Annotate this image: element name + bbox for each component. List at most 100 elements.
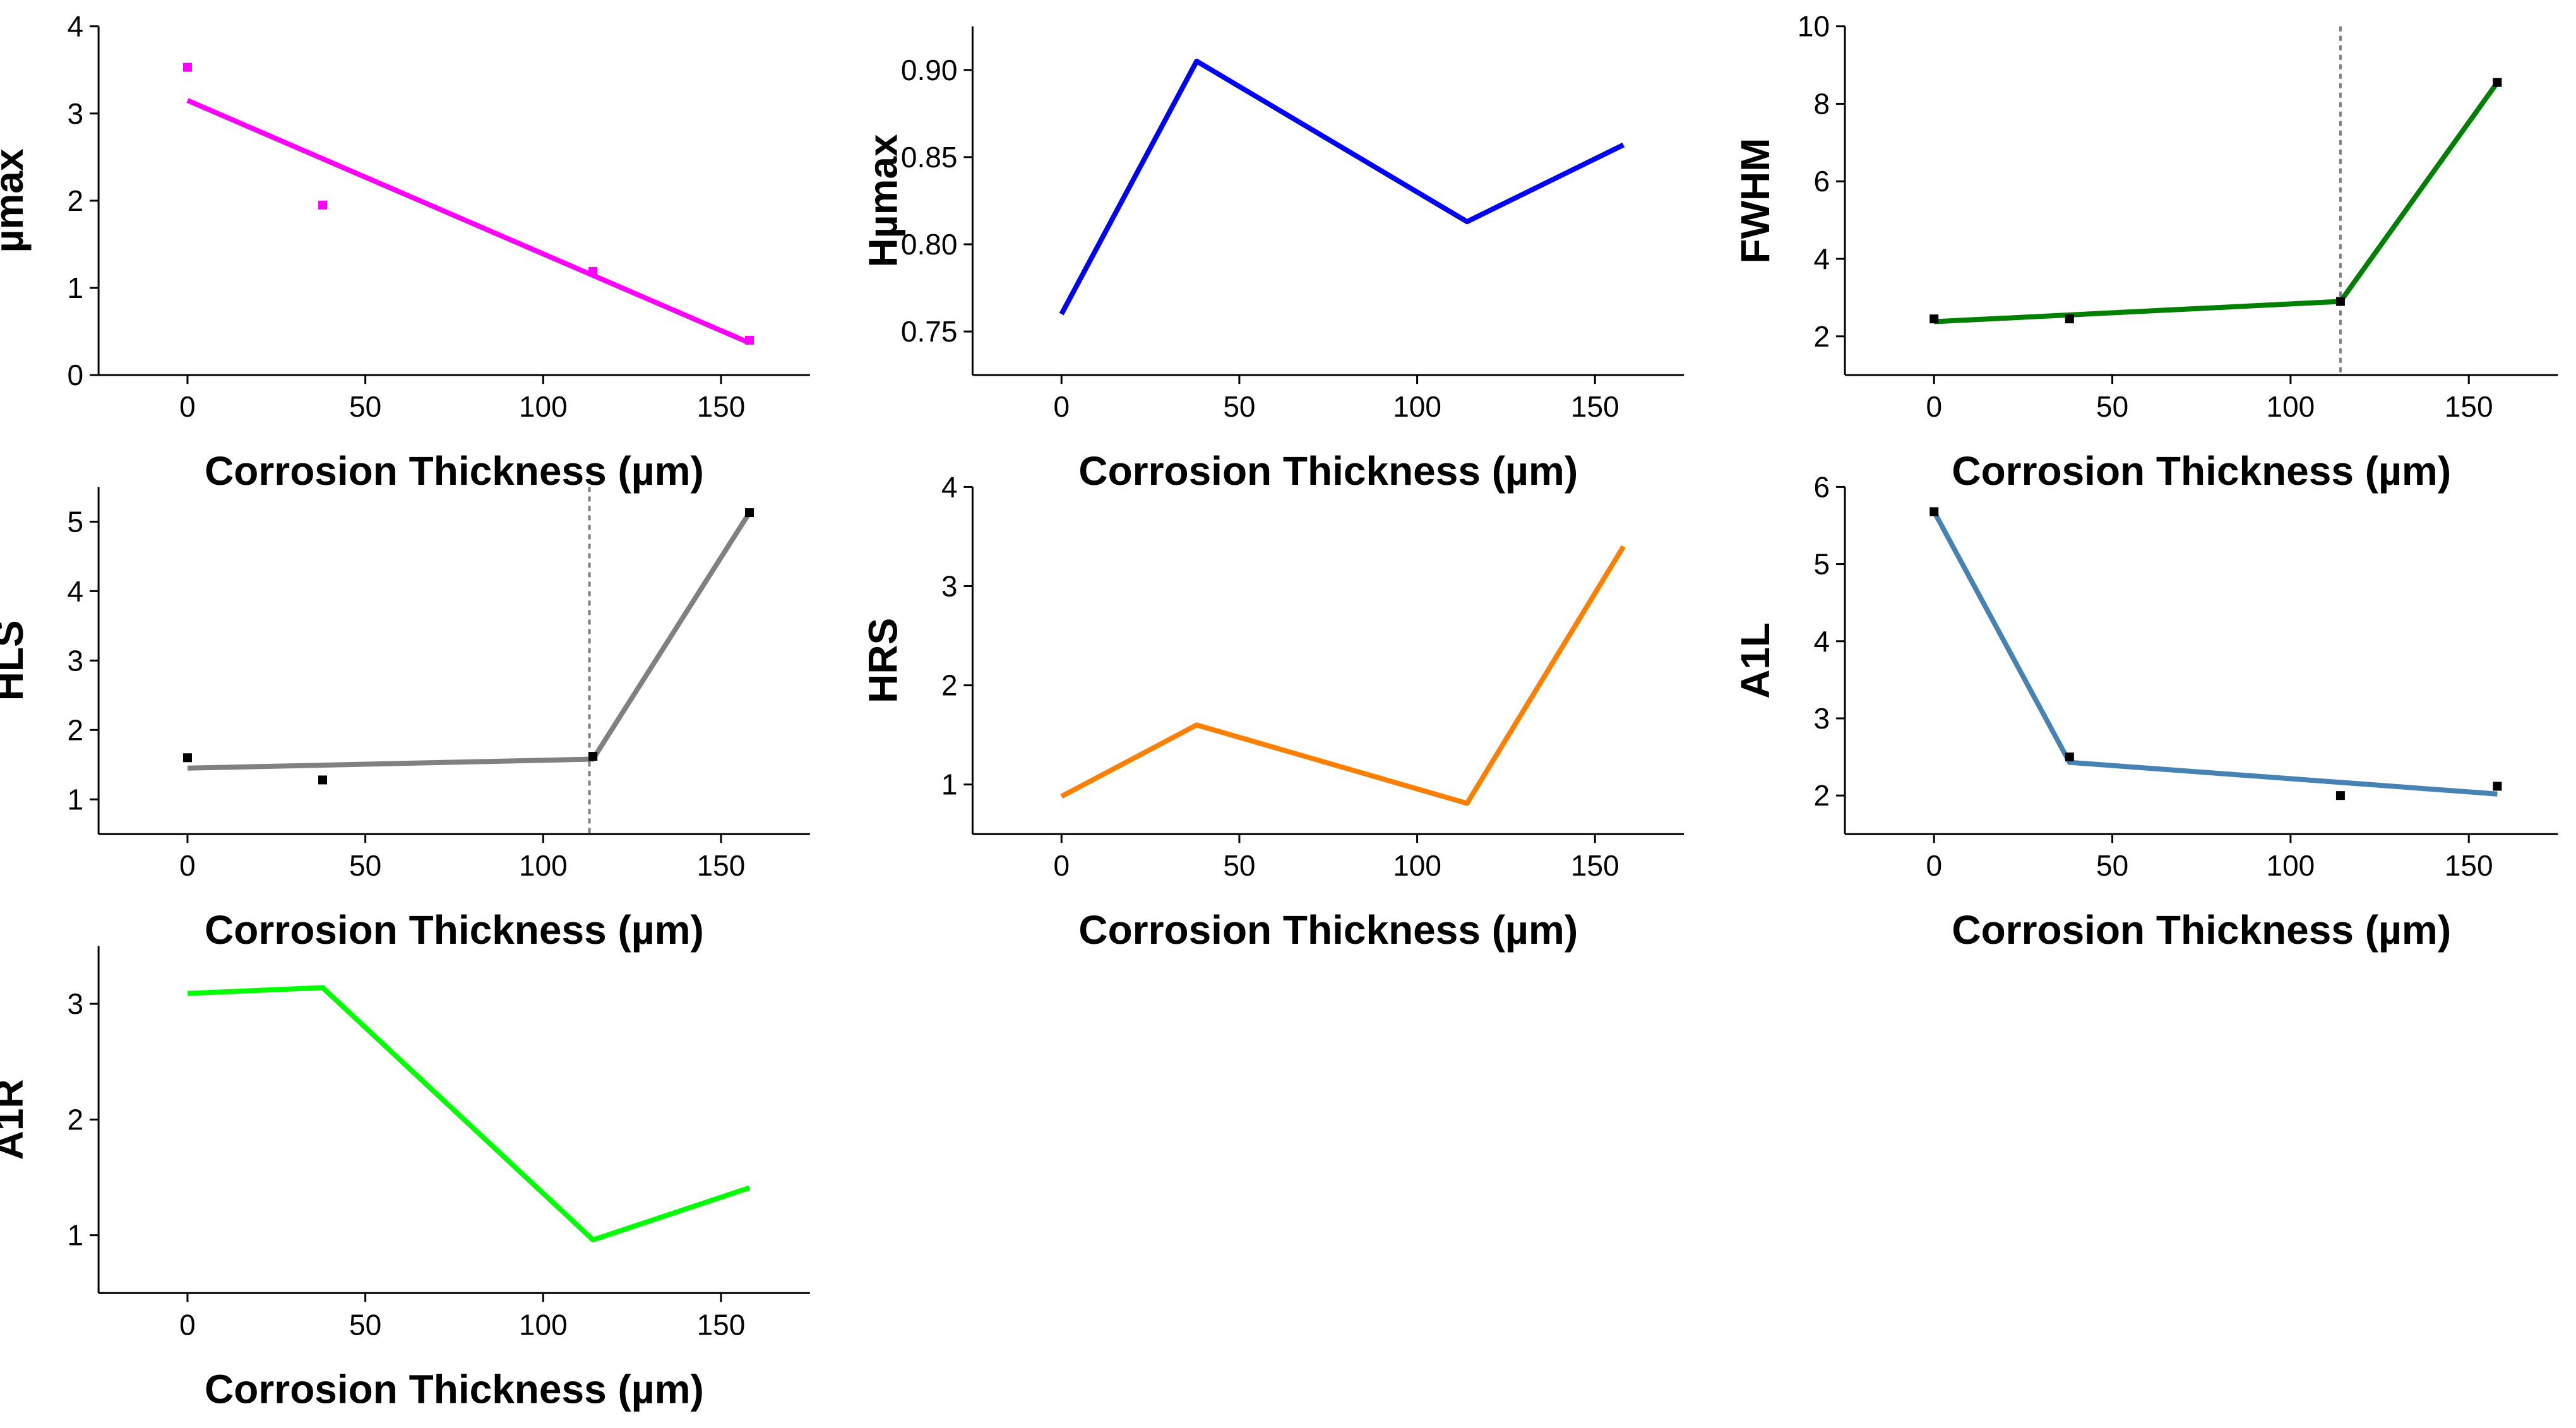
y-tick-label: 6 <box>1813 470 1830 503</box>
y-tick-label: 10 <box>1798 10 1830 43</box>
x-tick-label: 150 <box>2445 849 2493 882</box>
y-tick-label: 2 <box>68 184 84 217</box>
series-line-a1r <box>187 985 751 1242</box>
data-point <box>2493 78 2502 87</box>
data-point <box>2065 314 2074 324</box>
x-tick-label: 150 <box>697 1308 746 1341</box>
x-axis-title: Corrosion Thickness (µm) <box>205 1366 704 1412</box>
series-line-linear-fit <box>186 98 751 345</box>
y-tick-label: 5 <box>1813 548 1830 581</box>
y-tick-label: 4 <box>941 470 958 503</box>
y-tick-label: 1 <box>941 768 958 801</box>
y-axis-title: µmax <box>0 148 32 253</box>
chart-umax: 0 50 100 150 0 1 2 3 4 Corrosion Thickness (µm) µm… <box>0 10 810 494</box>
x-axis-title: Corrosion Thickness (µm) <box>1952 907 2451 953</box>
x-tick-label: 0 <box>1053 849 1070 882</box>
x-tick-label: 100 <box>1393 390 1441 423</box>
data-point <box>182 753 192 763</box>
x-tick-label: 100 <box>519 849 568 882</box>
y-tick-label: 3 <box>68 644 84 677</box>
x-tick-label: 150 <box>697 390 746 423</box>
series-line-fit <box>187 511 752 771</box>
x-tick-label: 150 <box>697 849 746 882</box>
y-tick-label: 0.90 <box>901 54 958 86</box>
data-point <box>2065 753 2074 762</box>
x-tick-label: 50 <box>2096 390 2128 423</box>
x-tick-label: 0 <box>1053 390 1070 423</box>
chart-humax: 0 50 100 150 0.75 0.80 0.85 0.90 Corrosion Thick… <box>860 26 1685 494</box>
x-tick-label: 50 <box>349 1308 381 1341</box>
y-axis-title: FWHM <box>1732 138 1778 263</box>
x-tick-label: 50 <box>349 849 381 882</box>
data-point <box>2493 782 2502 791</box>
y-tick-label: 1 <box>68 271 84 304</box>
y-tick-label: 2 <box>1813 320 1830 353</box>
chart-hrs: 0 50 100 150 1 2 3 4 Corrosion Thickness (µm) HRS <box>860 470 1685 953</box>
x-tick-label: 0 <box>179 849 196 882</box>
y-tick-label: 0.85 <box>901 141 958 174</box>
x-axis-title: Corrosion Thickness (µm) <box>1952 448 2451 494</box>
y-tick-label: 2 <box>941 669 958 702</box>
x-tick-label: 100 <box>519 390 568 423</box>
x-tick-label: 100 <box>2267 390 2315 423</box>
data-point <box>182 62 192 72</box>
chart-hls: 0 50 100 150 1 2 3 4 5 Corrosion Thickness (µm) HL… <box>0 487 810 953</box>
series-line-hrs <box>1060 545 1626 806</box>
y-tick-label: 2 <box>1813 779 1830 812</box>
y-tick-label: 3 <box>941 569 958 602</box>
data-point <box>1929 507 1939 516</box>
x-tick-label: 0 <box>1926 390 1942 423</box>
x-tick-label: 50 <box>1223 390 1255 423</box>
x-axis-title: Corrosion Thickness (µm) <box>1078 448 1578 494</box>
x-tick-label: 0 <box>179 1308 196 1341</box>
y-tick-label: 4 <box>1813 625 1830 658</box>
data-point <box>318 775 328 785</box>
y-tick-label: 4 <box>1813 242 1830 275</box>
x-axis-title: Corrosion Thickness (µm) <box>205 448 704 494</box>
y-tick-label: 2 <box>68 713 84 746</box>
y-axis-title: HLS <box>0 620 32 701</box>
chart-fwhm: 0 50 100 150 2 4 6 8 10 Corrosion Thickness (µm) F… <box>1732 10 2558 494</box>
y-tick-label: 3 <box>1813 702 1830 735</box>
x-tick-label: 50 <box>1223 849 1255 882</box>
y-tick-label: 0.75 <box>901 315 958 348</box>
x-tick-label: 0 <box>1926 849 1942 882</box>
x-tick-label: 50 <box>2096 849 2128 882</box>
data-point <box>2335 791 2345 800</box>
y-tick-label: 1 <box>68 1219 84 1252</box>
data-point <box>745 335 754 345</box>
chart-a1r: 0 50 100 150 1 2 3 Corrosion Thickness (µm) A1R <box>0 946 810 1412</box>
x-tick-label: 100 <box>2267 849 2315 882</box>
x-tick-label: 100 <box>519 1308 568 1341</box>
series-line-fit <box>1931 510 2498 797</box>
y-axis-title: A1R <box>0 1079 32 1160</box>
y-tick-label: 4 <box>68 10 84 43</box>
y-axis-title: HRS <box>860 618 905 703</box>
y-tick-label: 5 <box>68 505 84 538</box>
x-tick-label: 50 <box>349 390 381 423</box>
data-point <box>1929 314 1939 324</box>
chart-a1l: 0 50 100 150 2 3 4 5 6 Corrosion Thickness (µm) A1… <box>1732 470 2558 953</box>
y-tick-label: 0 <box>68 359 84 391</box>
data-point <box>588 266 598 276</box>
x-tick-label: 0 <box>179 390 196 423</box>
y-tick-label: 3 <box>68 97 84 130</box>
x-tick-label: 150 <box>2445 390 2493 423</box>
series-line-hµmax <box>1059 58 1625 316</box>
x-tick-label: 150 <box>1571 390 1619 423</box>
x-tick-label: 100 <box>1393 849 1441 882</box>
data-point <box>2335 297 2345 306</box>
y-tick-label: 6 <box>1813 165 1830 198</box>
data-point <box>588 752 598 761</box>
x-axis-title: Corrosion Thickness (µm) <box>205 907 704 953</box>
y-tick-label: 4 <box>68 574 84 607</box>
series-line-fit <box>1934 81 2500 324</box>
y-axis-title: A1L <box>1732 622 1778 699</box>
y-tick-label: 2 <box>68 1103 84 1136</box>
y-tick-label: 1 <box>68 783 84 816</box>
y-tick-label: 3 <box>68 987 84 1020</box>
data-point <box>745 508 754 518</box>
x-axis-title: Corrosion Thickness (µm) <box>1078 907 1578 953</box>
y-tick-label: 0.80 <box>901 228 958 261</box>
